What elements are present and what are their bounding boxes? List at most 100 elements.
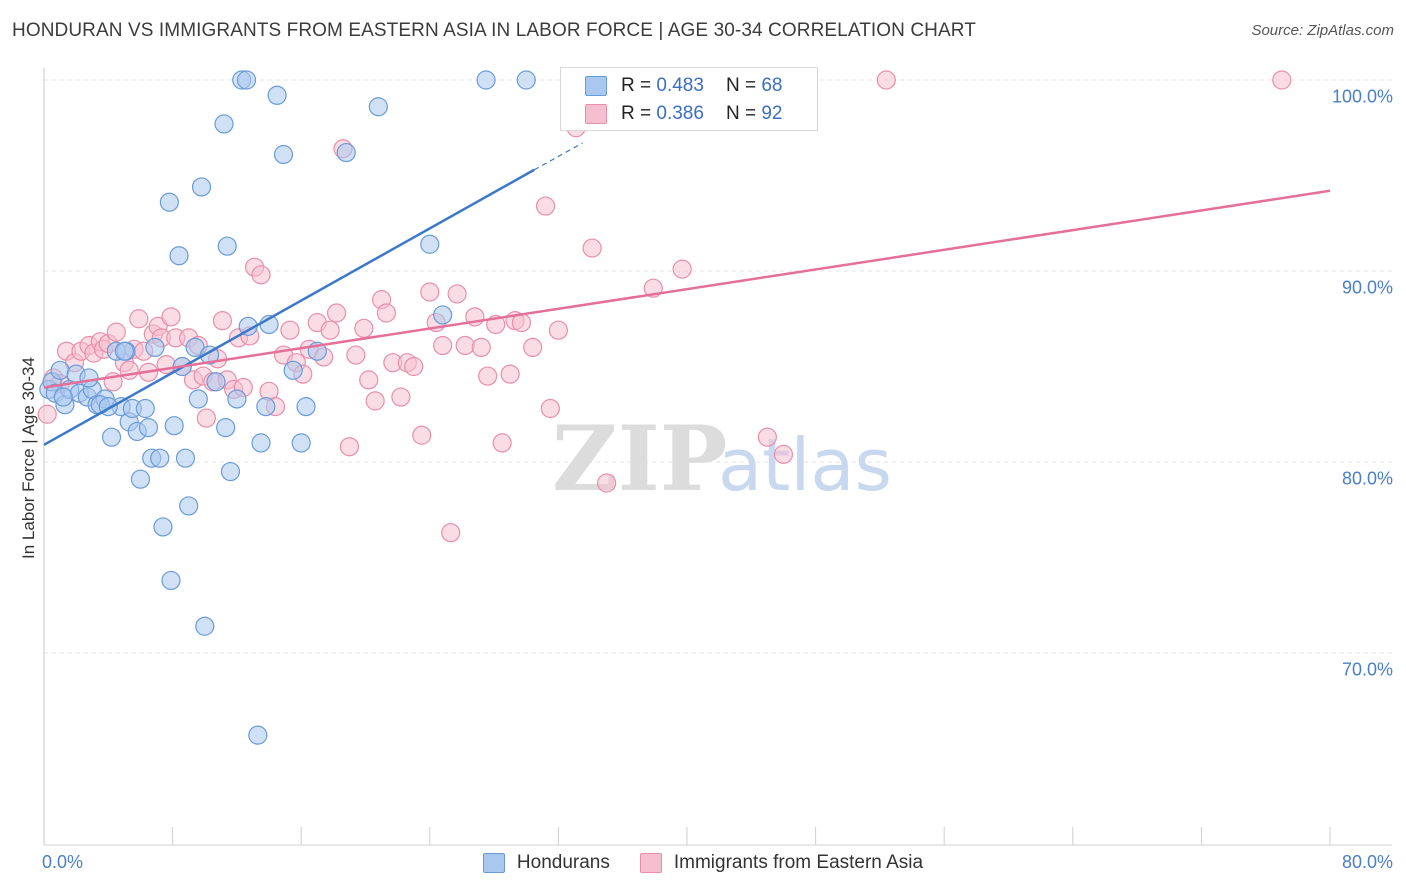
honduran-point [236,70,257,90]
honduran-point [195,616,215,636]
honduran-point [161,570,181,591]
eastern-asia-point [471,337,491,357]
eastern-asia-point [441,523,461,543]
eastern-asia-point [391,387,411,407]
eastern-asia-point [773,444,794,464]
honduran-point [420,234,440,254]
eastern-asia-point [433,335,453,356]
x-tick-label: 0.0% [42,852,84,872]
y-tick-label: 90.0% [1341,277,1393,298]
eastern-asia-point [757,427,777,447]
honduran-point [130,469,151,489]
honduran-point [214,114,234,134]
series-hondurans-points [39,70,536,745]
watermark-atlas: atlas [718,423,892,507]
series-legend: Hondurans Immigrants from Eastern Asia [0,852,1406,874]
honduran-point [53,387,73,407]
eastern-asia-point [455,335,475,356]
eastern-asia-point [672,259,692,279]
honduran-point [50,360,70,380]
eastern-asia-point [548,320,569,340]
honduran-point [135,398,155,419]
eastern-asia-point [212,311,233,331]
eastern-asia-point [582,238,602,258]
honduran-point [188,389,208,409]
legend-swatch-blue [482,853,505,873]
eastern-asia-point [876,70,896,90]
legend-swatch-pink [585,104,607,124]
legend-row-hondurans: R = 0.483 N = 68 [585,74,782,98]
eastern-asia-point [326,303,347,323]
honduran-point [206,372,226,392]
honduran-point [476,70,496,90]
eastern-asia-point [106,322,126,342]
eastern-asia-trend-line [43,189,1331,389]
honduran-point [164,416,184,436]
honduran-point [145,337,165,357]
honduran-trend-extension [533,142,583,171]
watermark: ZIP atlas [552,406,892,512]
legend-row-eastern-asia: R = 0.386 N = 92 [585,102,782,126]
honduran-point [101,427,122,447]
eastern-asia-point [447,284,467,304]
legend-label-hondurans: Hondurans [516,852,610,873]
honduran-point [175,448,196,468]
legend-r-label: R = [621,103,652,124]
eastern-asia-point [540,398,560,419]
eastern-asia-point [339,437,360,457]
eastern-asia-point [420,282,440,302]
honduran-point [433,305,453,325]
eastern-asia-point [251,265,271,285]
eastern-asia-point [320,320,340,340]
legend-r-value: 0.386 [656,103,704,124]
y-tick-label: 70.0% [1341,659,1393,680]
honduran-point [273,144,294,165]
x-axis-ticks [43,827,1331,845]
eastern-asia-point [412,425,432,445]
eastern-asia-point [161,307,181,327]
honduran-point [79,368,99,388]
eastern-asia-point [535,196,556,216]
honduran-point [251,433,271,453]
honduran-point [248,725,268,745]
eastern-asia-point [1272,70,1292,90]
honduran-point [516,70,536,90]
chart-title: HONDURAN VS IMMIGRANTS FROM EASTERN ASIA… [12,20,976,41]
y-tick-label: 80.0% [1341,468,1393,489]
legend-n-label: N = [725,103,757,124]
honduran-point [220,461,241,482]
legend-swatch-pink [639,853,662,873]
watermark-zip: ZIP [552,406,727,512]
honduran-point [114,341,134,361]
trend-lines [43,142,1331,446]
source-credit: Source: ZipAtlas.com [1251,22,1394,39]
honduran-point [169,246,189,266]
honduran-point [179,496,199,516]
honduran-trend-line [43,168,535,446]
legend-n-label: N = [725,75,757,96]
eastern-asia-point [523,337,543,357]
legend-n-value: 68 [761,75,783,96]
legend-item-hondurans: Hondurans [482,852,610,874]
eastern-asia-point [500,364,520,384]
honduran-point [153,517,173,537]
eastern-asia-point [346,345,366,365]
eastern-asia-point [376,303,396,323]
honduran-point [336,142,356,163]
eastern-asia-point [354,318,374,338]
eastern-asia-point [359,370,379,390]
eastern-asia-point [478,366,498,386]
honduran-point [227,389,247,409]
honduran-point [216,418,236,438]
eastern-asia-point [129,309,149,329]
honduran-point [256,397,276,417]
honduran-point [296,397,316,417]
legend-r-value: 0.483 [656,75,704,96]
honduran-point [368,97,388,117]
eastern-asia-point [280,320,300,340]
honduran-point [267,85,287,105]
legend-swatch-blue [585,76,607,96]
y-tick-label: 100.0% [1331,86,1393,107]
eastern-asia-point [597,473,617,493]
